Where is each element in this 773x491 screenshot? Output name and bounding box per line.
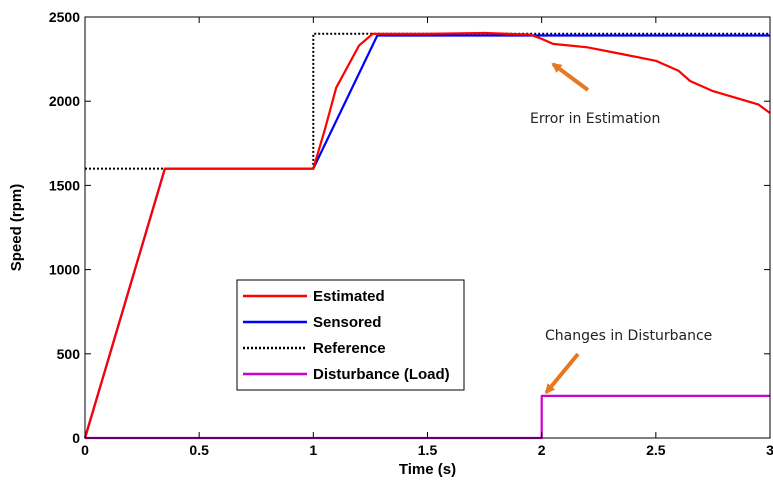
y-tick-label: 1000 (49, 262, 80, 278)
x-tick-label: 0 (81, 442, 89, 458)
x-tick-label: 3 (766, 442, 773, 458)
y-tick-label: 1500 (49, 177, 80, 193)
legend-label: Disturbance (Load) (313, 366, 450, 383)
y-axis-label: Speed (rpm) (8, 184, 25, 272)
series-line-disturbance-load (85, 394, 770, 440)
legend-label: Reference (313, 340, 386, 357)
x-tick-label: 2.5 (646, 442, 666, 458)
legend-box (236, 279, 465, 391)
x-tick-label: 1.5 (418, 442, 438, 458)
legend: Estimated Sensored Reference Disturbance (L… (236, 279, 465, 391)
y-tick-label: 0 (72, 430, 80, 446)
annotations: Error in Estimation Changes in Disturbanc… (530, 62, 712, 395)
x-tick-label: 2 (538, 442, 546, 458)
legend-label: Estimated (313, 288, 385, 305)
axis-ticks: 0 0.5 1 1.5 2 2.5 3 0 500 1000 1500 2000 2500 (49, 9, 773, 458)
y-tick-label: 2000 (49, 93, 80, 109)
legend-label: Sensored (313, 314, 381, 331)
annotation-text: Error in Estimation (530, 111, 660, 127)
annotation-arrow (551, 62, 590, 92)
annotation-arrow (544, 352, 580, 395)
x-tick-label: 0.5 (189, 442, 209, 458)
series-line-estimated (83, 31, 771, 439)
y-tick-label: 500 (57, 346, 81, 362)
series-line-reference (85, 32, 770, 170)
x-axis-label: Time (s) (399, 461, 456, 478)
x-tick-label: 1 (309, 442, 317, 458)
annotation-text: Changes in Disturbance (545, 328, 712, 344)
y-tick-label: 2500 (49, 9, 80, 25)
